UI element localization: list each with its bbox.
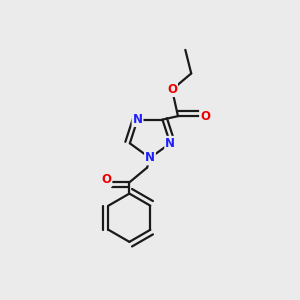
Text: N: N [145, 152, 155, 164]
Text: O: O [167, 83, 177, 96]
Text: O: O [101, 173, 111, 186]
Text: O: O [200, 110, 210, 123]
Text: N: N [165, 137, 175, 150]
Text: N: N [133, 113, 142, 126]
